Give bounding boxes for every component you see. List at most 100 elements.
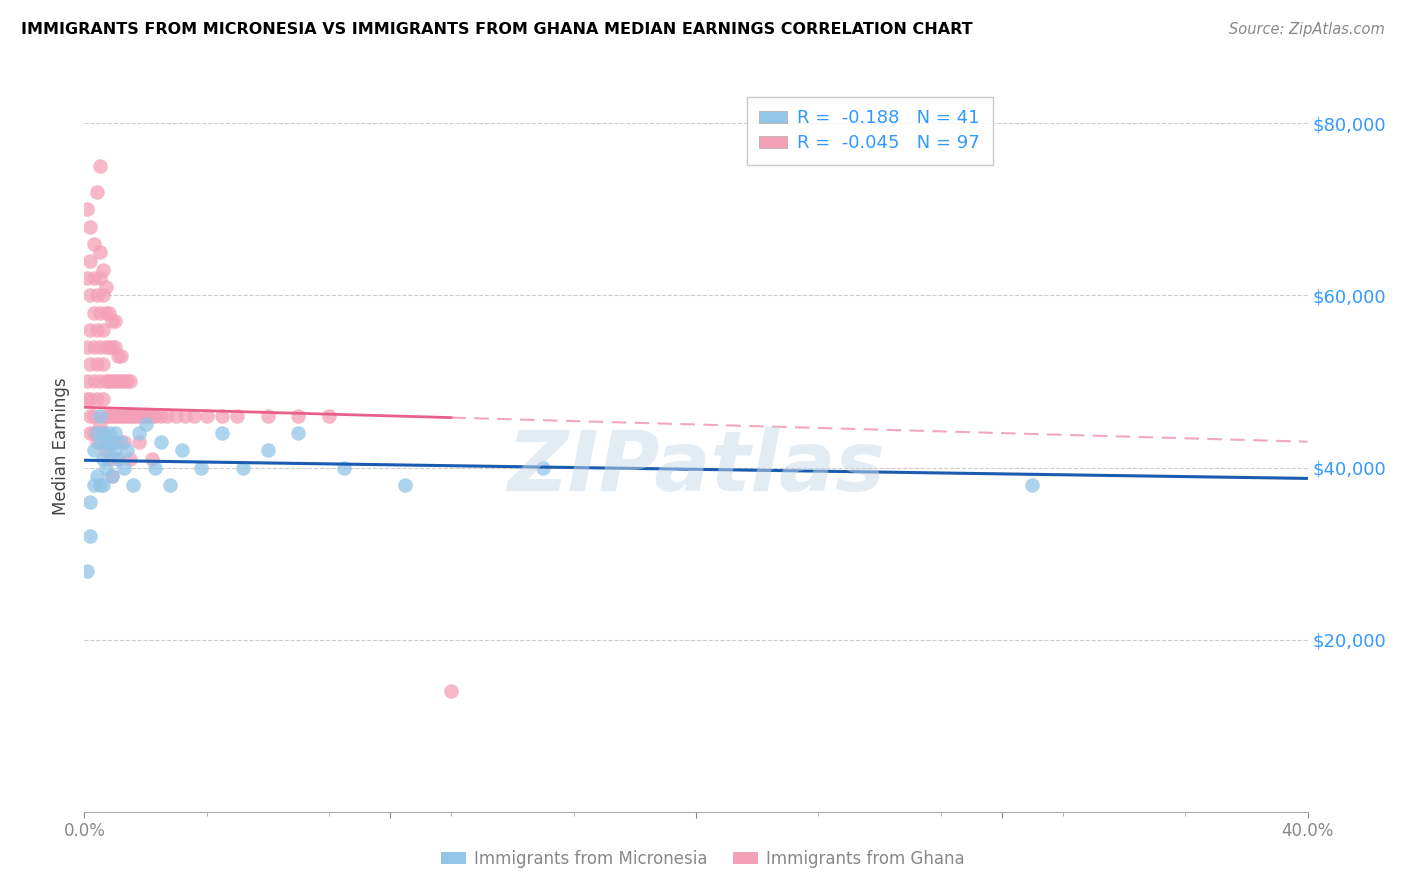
Point [94,434,117,449]
Point [86,323,108,337]
Point [232,460,254,475]
Point [94,305,117,319]
Point [104,409,127,423]
Point [143,460,166,475]
Point [86,185,108,199]
Point [86,469,108,483]
Point [91,451,114,466]
Point [104,434,127,449]
Point [83,477,105,491]
Point [101,340,124,354]
Point [287,409,309,423]
Point [89,375,111,389]
Point [83,340,105,354]
Point [91,426,114,441]
Point [112,409,135,423]
Point [83,426,105,441]
Point [89,159,111,173]
Point [257,443,280,458]
Point [287,426,309,441]
Point [1021,477,1043,491]
Point [89,409,111,423]
Point [115,409,138,423]
Point [79,254,101,268]
Point [79,426,101,441]
Point [94,443,117,458]
Point [149,409,172,423]
Point [120,451,142,466]
Point [97,409,120,423]
Point [101,434,124,449]
Point [112,375,135,389]
Point [79,529,101,543]
Point [91,426,114,441]
Point [128,426,150,441]
Text: Source: ZipAtlas.com: Source: ZipAtlas.com [1229,22,1385,37]
Point [122,477,145,491]
Point [110,375,132,389]
Point [94,375,117,389]
Point [97,426,120,441]
Point [159,477,181,491]
Point [394,477,416,491]
Point [104,340,127,354]
Point [101,375,124,389]
Point [104,443,127,458]
Point [211,426,233,441]
Point [86,357,108,371]
Point [101,409,124,423]
Point [76,392,98,406]
Point [94,280,117,294]
Point [91,288,114,302]
Point [97,451,120,466]
Point [183,409,205,423]
Point [79,288,101,302]
Point [120,375,142,389]
Point [97,375,120,389]
Point [141,451,163,466]
Point [104,375,127,389]
Point [138,409,160,423]
Point [83,271,105,285]
Point [79,357,101,371]
Point [131,409,153,423]
Legend: Immigrants from Micronesia, Immigrants from Ghana: Immigrants from Micronesia, Immigrants f… [434,844,972,875]
Point [83,375,105,389]
Point [115,443,138,458]
Point [333,460,356,475]
Point [94,409,117,423]
Point [91,262,114,277]
Point [110,434,132,449]
Point [83,305,105,319]
Point [110,409,132,423]
Point [94,460,117,475]
Point [86,392,108,406]
Point [318,409,340,423]
Point [83,409,105,423]
Point [91,477,114,491]
Point [97,305,120,319]
Point [83,443,105,458]
Point [79,392,101,406]
Point [135,417,157,432]
Point [86,426,108,441]
Point [112,434,135,449]
Point [97,340,120,354]
Point [190,460,212,475]
Point [79,409,101,423]
Point [195,409,218,423]
Point [165,409,187,423]
Point [141,409,163,423]
Point [79,323,101,337]
Point [79,495,101,509]
Point [107,375,129,389]
Point [440,684,463,698]
Point [156,409,179,423]
Point [143,409,166,423]
Point [79,219,101,234]
Point [76,340,98,354]
Point [89,477,111,491]
Point [149,434,172,449]
Point [104,426,127,441]
Point [86,434,108,449]
